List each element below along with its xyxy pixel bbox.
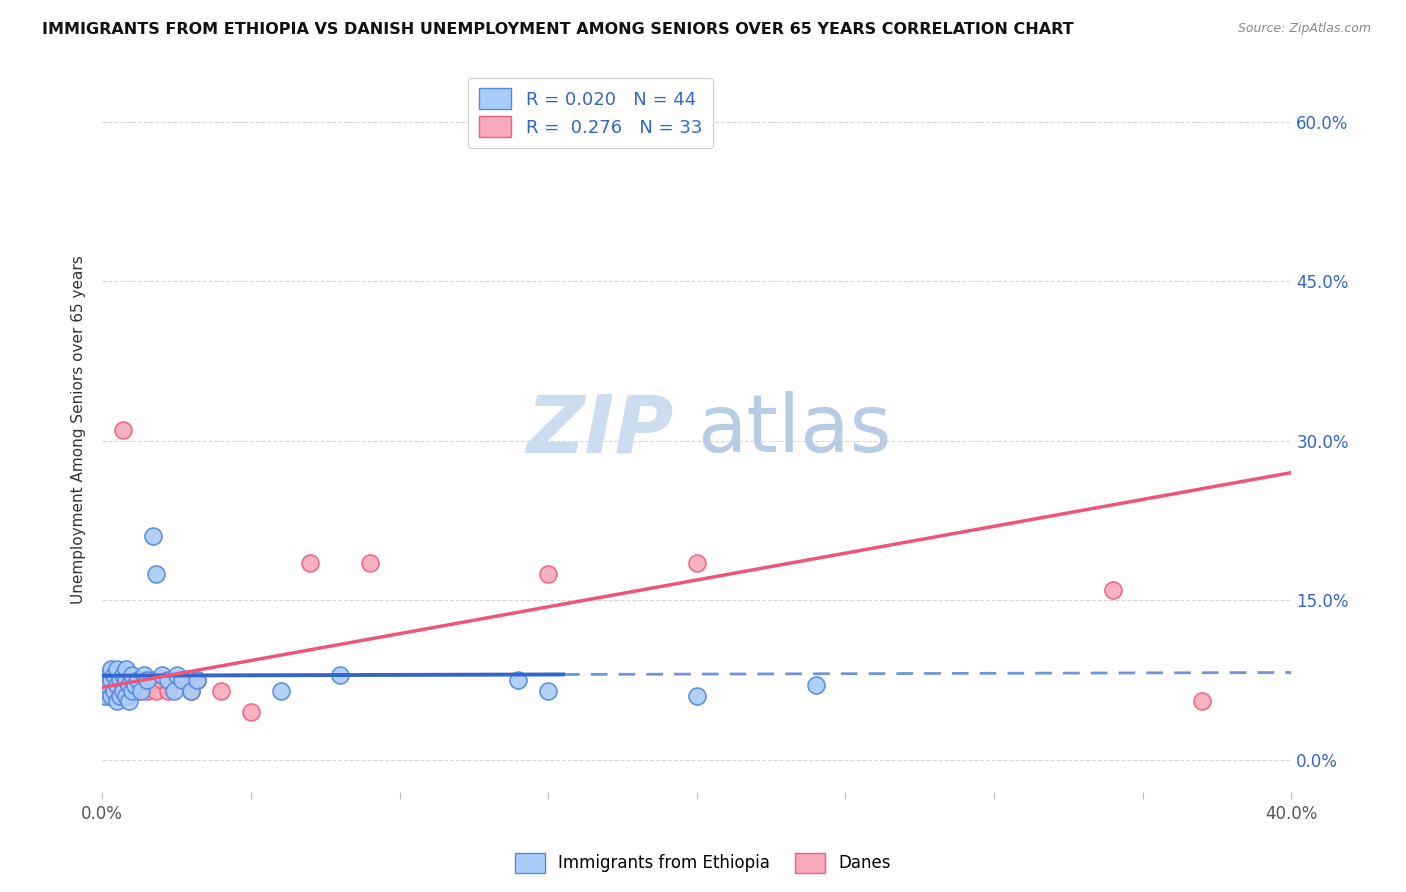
Text: IMMIGRANTS FROM ETHIOPIA VS DANISH UNEMPLOYMENT AMONG SENIORS OVER 65 YEARS CORR: IMMIGRANTS FROM ETHIOPIA VS DANISH UNEMP… bbox=[42, 22, 1074, 37]
Point bbox=[132, 667, 155, 681]
Point bbox=[115, 673, 138, 687]
Point bbox=[94, 683, 117, 698]
Point bbox=[105, 689, 128, 703]
Point bbox=[329, 667, 352, 681]
Point bbox=[100, 689, 122, 703]
Point bbox=[94, 689, 117, 703]
Point bbox=[145, 683, 167, 698]
Point bbox=[124, 678, 146, 692]
Point bbox=[118, 694, 141, 708]
Point bbox=[97, 683, 120, 698]
Point bbox=[172, 673, 194, 687]
Point bbox=[186, 673, 208, 687]
Point bbox=[94, 673, 117, 687]
Point bbox=[150, 673, 173, 687]
Point bbox=[537, 683, 560, 698]
Point bbox=[121, 683, 143, 698]
Text: Source: ZipAtlas.com: Source: ZipAtlas.com bbox=[1237, 22, 1371, 36]
Point bbox=[270, 683, 292, 698]
Point bbox=[115, 662, 138, 676]
Point bbox=[118, 689, 141, 703]
Point bbox=[100, 673, 122, 687]
Point bbox=[105, 678, 128, 692]
Point bbox=[100, 689, 122, 703]
Point bbox=[100, 673, 122, 687]
Point bbox=[103, 683, 125, 698]
Point bbox=[299, 556, 322, 570]
Point bbox=[97, 689, 120, 703]
Legend: R = 0.020   N = 44, R =  0.276   N = 33: R = 0.020 N = 44, R = 0.276 N = 33 bbox=[468, 78, 713, 148]
Point bbox=[100, 662, 122, 676]
Point bbox=[105, 694, 128, 708]
Point bbox=[162, 683, 184, 698]
Point bbox=[97, 673, 120, 687]
Point bbox=[166, 667, 188, 681]
Point bbox=[686, 556, 709, 570]
Point bbox=[537, 566, 560, 581]
Point bbox=[108, 683, 131, 698]
Point bbox=[115, 689, 138, 703]
Point bbox=[103, 667, 125, 681]
Point bbox=[105, 673, 128, 687]
Point bbox=[1102, 582, 1125, 597]
Point bbox=[111, 667, 134, 681]
Point bbox=[804, 678, 827, 692]
Point bbox=[135, 673, 157, 687]
Point bbox=[209, 683, 232, 698]
Point bbox=[186, 673, 208, 687]
Point bbox=[97, 678, 120, 692]
Y-axis label: Unemployment Among Seniors over 65 years: Unemployment Among Seniors over 65 years bbox=[72, 256, 86, 605]
Text: ZIP: ZIP bbox=[526, 391, 673, 469]
Point bbox=[150, 667, 173, 681]
Point bbox=[180, 683, 202, 698]
Point bbox=[1191, 694, 1213, 708]
Point bbox=[108, 673, 131, 687]
Point bbox=[111, 683, 134, 698]
Point bbox=[108, 689, 131, 703]
Point bbox=[129, 683, 152, 698]
Point bbox=[135, 683, 157, 698]
Point bbox=[359, 556, 381, 570]
Point bbox=[508, 673, 530, 687]
Point bbox=[239, 705, 262, 719]
Point bbox=[129, 673, 152, 687]
Point bbox=[145, 566, 167, 581]
Point bbox=[121, 683, 143, 698]
Point bbox=[115, 673, 138, 687]
Point bbox=[121, 673, 143, 687]
Point bbox=[180, 683, 202, 698]
Point bbox=[142, 673, 165, 687]
Point bbox=[121, 667, 143, 681]
Point bbox=[97, 667, 120, 681]
Point bbox=[127, 683, 149, 698]
Legend: Immigrants from Ethiopia, Danes: Immigrants from Ethiopia, Danes bbox=[509, 847, 897, 880]
Point bbox=[686, 689, 709, 703]
Point bbox=[156, 673, 179, 687]
Text: atlas: atlas bbox=[697, 391, 891, 469]
Point bbox=[111, 423, 134, 437]
Point bbox=[156, 683, 179, 698]
Point bbox=[111, 683, 134, 698]
Point bbox=[142, 529, 165, 543]
Point bbox=[103, 683, 125, 698]
Point bbox=[118, 678, 141, 692]
Point bbox=[127, 673, 149, 687]
Point bbox=[105, 662, 128, 676]
Point bbox=[166, 673, 188, 687]
